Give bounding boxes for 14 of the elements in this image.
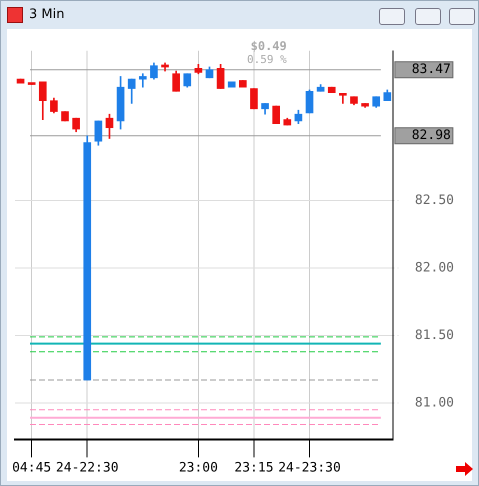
x-tick-label: 24-23:30: [278, 460, 341, 476]
y-tick-label: 82.50: [414, 192, 454, 208]
y-tick-label: 82.00: [414, 260, 454, 276]
y-tick-label: 81.50: [414, 328, 454, 343]
x-tick-label: 23:15: [234, 460, 274, 476]
x-tick-label: 24-22:30: [56, 460, 119, 476]
annotation: $0.49: [250, 39, 287, 53]
x-tick-label: 04:45: [12, 460, 52, 476]
chart-title: 3 Min: [29, 7, 64, 22]
annotation: 0.59 %: [247, 53, 287, 66]
ref-line-label: 82.98: [412, 128, 451, 144]
y-tick-label: 81.00: [414, 395, 454, 410]
ref-line-label: 83.47: [412, 62, 451, 78]
x-tick-label: 23:00: [178, 460, 218, 476]
